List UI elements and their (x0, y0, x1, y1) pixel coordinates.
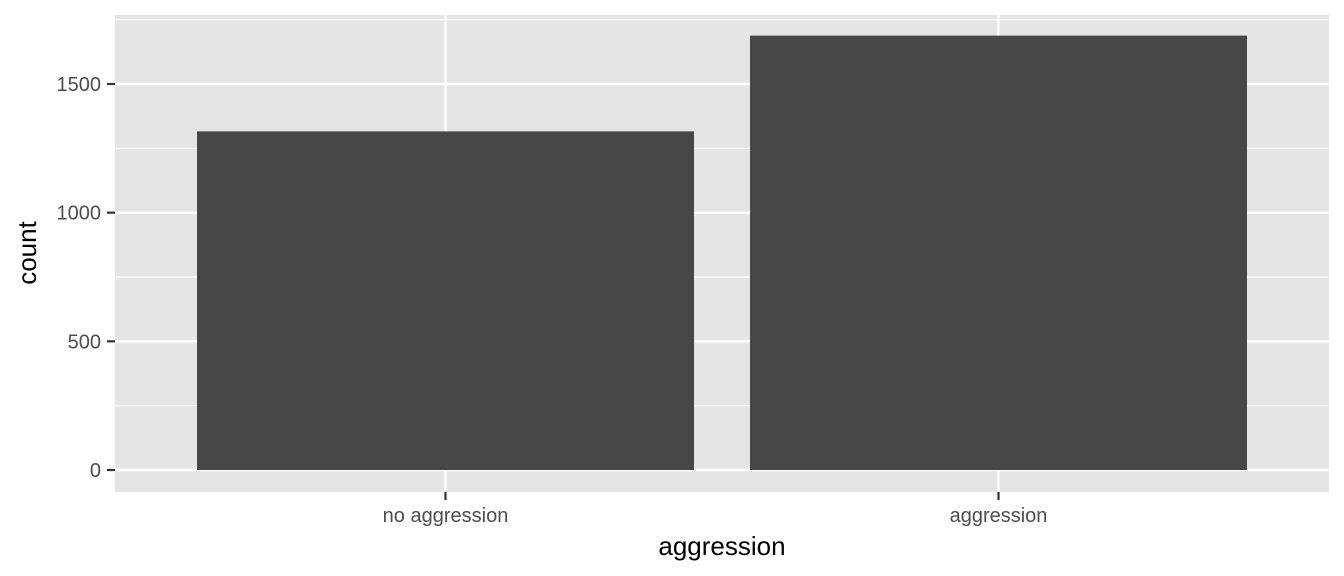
y-tick-label: 0 (90, 460, 101, 482)
bar-no-aggression (197, 131, 694, 470)
x-axis-title: aggression (658, 531, 785, 561)
x-tick-label: aggression (950, 505, 1048, 527)
y-axis-title: count (12, 220, 42, 284)
bars (197, 35, 1247, 470)
y-tick-label: 1000 (57, 203, 102, 225)
y-tick-label: 500 (68, 331, 101, 353)
y-axis: 0 500 1000 1500 (57, 74, 115, 482)
y-tick-label: 1500 (57, 74, 102, 96)
x-axis: no aggression aggression (383, 492, 1048, 527)
bar-aggression (750, 35, 1247, 470)
x-tick-label: no aggression (383, 505, 509, 527)
